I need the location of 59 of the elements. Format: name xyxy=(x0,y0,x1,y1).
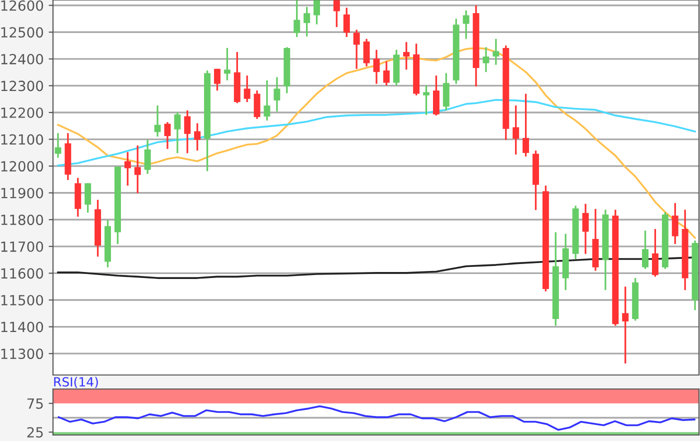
candlestick xyxy=(383,60,390,86)
line-series xyxy=(58,405,696,431)
candlestick xyxy=(492,38,500,66)
candlestick xyxy=(124,151,131,186)
candlestick xyxy=(274,76,280,112)
y-tick-label: 11800 xyxy=(1,214,44,226)
candlestick xyxy=(194,122,201,152)
y-tick-label: 25 xyxy=(27,427,43,438)
candlestick xyxy=(343,6,350,38)
candlestick xyxy=(403,41,410,70)
candlestick xyxy=(144,138,151,175)
candlestick xyxy=(294,0,300,38)
candlestick xyxy=(333,0,340,28)
candlestick xyxy=(154,104,161,138)
candlestick xyxy=(353,28,360,70)
y-tick-label: 11300 xyxy=(1,348,44,360)
y-tick-label: 12000 xyxy=(1,161,44,172)
y-tick-label: 12200 xyxy=(1,107,44,118)
y-tick-label: 11900 xyxy=(1,188,44,198)
candlestick xyxy=(652,228,658,278)
candlestick xyxy=(214,68,220,92)
candlestick xyxy=(54,132,62,159)
candlestick xyxy=(672,202,678,245)
candlestick xyxy=(164,121,171,150)
candlestick xyxy=(134,144,141,194)
chart-title: RSI(14) xyxy=(54,376,98,388)
candlestick xyxy=(373,48,380,85)
candlestick xyxy=(184,110,191,154)
candlestick xyxy=(264,80,270,122)
candlestick xyxy=(642,230,648,270)
y-tick-label: 11500 xyxy=(1,294,44,306)
candlestick xyxy=(224,47,230,82)
y-tick-label: 12600 xyxy=(1,0,44,11)
candlestick xyxy=(522,92,530,158)
candlestick xyxy=(363,38,370,68)
y-tick-label: 11600 xyxy=(1,268,44,279)
candlestick xyxy=(462,10,470,40)
y-tick-label: 12100 xyxy=(1,134,44,145)
candlestick xyxy=(622,286,629,364)
candlestick xyxy=(423,84,430,116)
candlestick xyxy=(314,0,320,26)
y-tick-label: 12300 xyxy=(1,80,44,92)
y-tick-label: 11700 xyxy=(1,241,44,252)
y-tick-label: 11400 xyxy=(1,322,44,332)
candlestick xyxy=(254,90,260,120)
y-tick-label: 75 xyxy=(27,398,43,409)
candlestick xyxy=(482,46,490,73)
line-series xyxy=(57,47,696,239)
candlestick xyxy=(304,6,310,38)
line-series xyxy=(57,99,696,166)
candlestick xyxy=(84,182,92,214)
y-tick-label: 12400 xyxy=(1,54,44,64)
candlestick xyxy=(512,104,520,156)
candlestick xyxy=(244,74,250,103)
candlestick xyxy=(582,203,589,255)
y-tick-label: 12500 xyxy=(1,27,44,38)
candlestick xyxy=(174,111,181,154)
candlestick xyxy=(432,74,440,116)
candlestick xyxy=(442,72,450,112)
